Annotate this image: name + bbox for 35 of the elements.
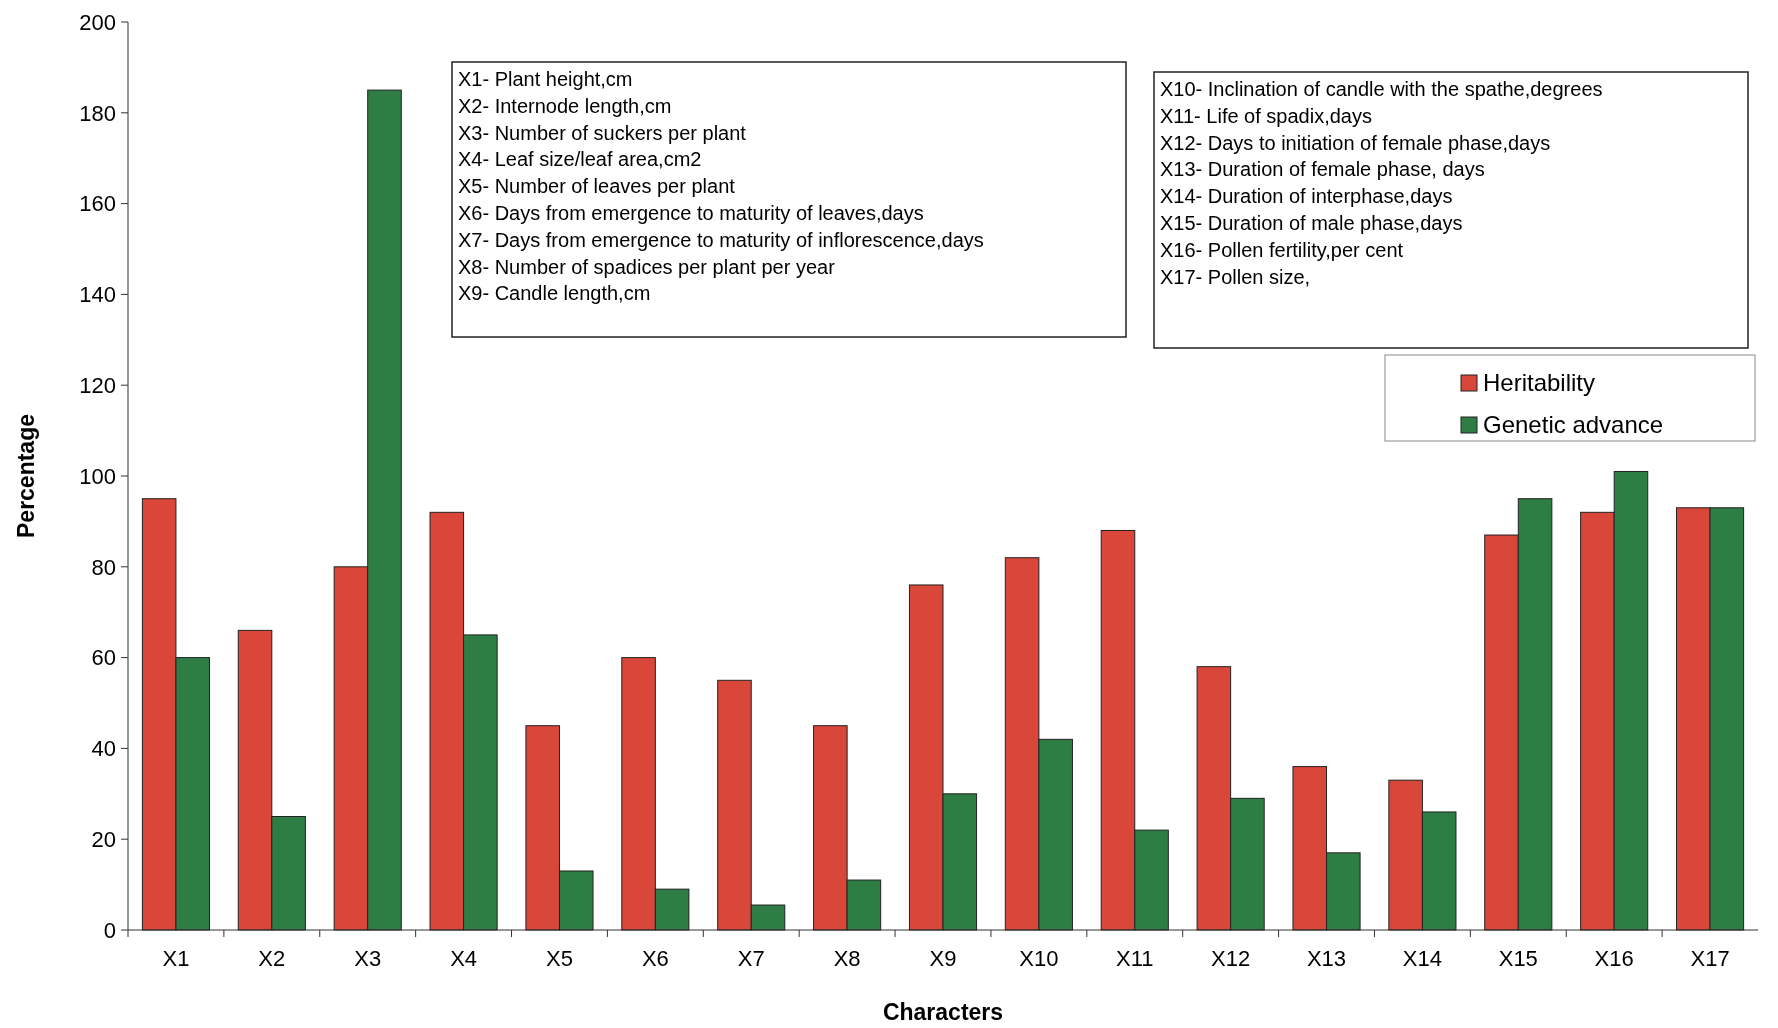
- x-tick-label: X6: [641, 946, 669, 971]
- x-tick-label: X1: [162, 946, 190, 971]
- x-tick-label: X4: [450, 946, 478, 971]
- y-tick-label: 40: [91, 736, 116, 762]
- y-tick-label: 100: [79, 463, 116, 489]
- annotation: X10- Inclination of candle with the spathe,degrees X11- Life of spadix,days X12- Days to initiation of female phase,days X13- Duration of female phase, days X14- Duration of interphase,days X15- Duration of male phase,days X16- Pollen fertility,per cent X17- Pollen size,: [1160, 78, 1603, 288]
- y-tick-label: 140: [79, 282, 116, 308]
- x-tick-label: X14: [1402, 946, 1442, 971]
- y-tick-label: 60: [91, 645, 116, 671]
- x-tick-label: X5: [546, 946, 573, 971]
- x-tick-label: X13: [1306, 946, 1347, 971]
- legend-label: Genetic advance: [1483, 411, 1664, 439]
- x-axis-title: Characters: [882, 999, 1004, 1025]
- x-tick-label: X9: [929, 946, 957, 971]
- x-tick-label: X15: [1498, 946, 1538, 971]
- y-tick-label: 120: [79, 372, 116, 398]
- legend-label: Heritability: [1483, 369, 1596, 397]
- x-tick-label: X7: [737, 946, 765, 971]
- x-tick-label: X3: [354, 946, 382, 971]
- text-box: X1- Plant height,cm X2- Internode length,cm X3- Number of suckers per plant X4- Leaf size/leaf area,cm2 X5- Number of leaves per plant X6- Days from emergence to maturity of leaves,days X7- Days from emergence to maturity of inflorescence,days X8- Number of spadices per plant per year X9- Candle length,cm: [451, 61, 1127, 338]
- x-tick-label: X12: [1211, 946, 1251, 971]
- y-tick-label: 20: [91, 826, 116, 852]
- x-tick-label: X16: [1594, 946, 1634, 971]
- x-tick-label: X10: [1019, 946, 1059, 971]
- text-box: X10- Inclination of candle with the spathe,degrees X11- Life of spadix,days X12- Days to initiation of female phase,days X13- Duration of female phase, days X14- Duration of interphase,days X15- Duration of male phase,days X16- Pollen fertility,per cent X17- Pollen size,: [1153, 71, 1749, 349]
- y-tick-label: 200: [79, 9, 116, 35]
- x-tick-label: X11: [1116, 946, 1154, 971]
- y-tick-label: 80: [91, 554, 116, 580]
- x-tick-label: X2: [258, 946, 286, 971]
- y-axis-title: Percentage: [13, 413, 39, 539]
- y-tick-label: 180: [79, 100, 116, 126]
- y-tick-label: 0: [103, 917, 116, 943]
- x-tick-label: X17: [1690, 946, 1730, 971]
- y-tick-label: 160: [79, 191, 116, 217]
- x-tick-label: X8: [833, 946, 861, 971]
